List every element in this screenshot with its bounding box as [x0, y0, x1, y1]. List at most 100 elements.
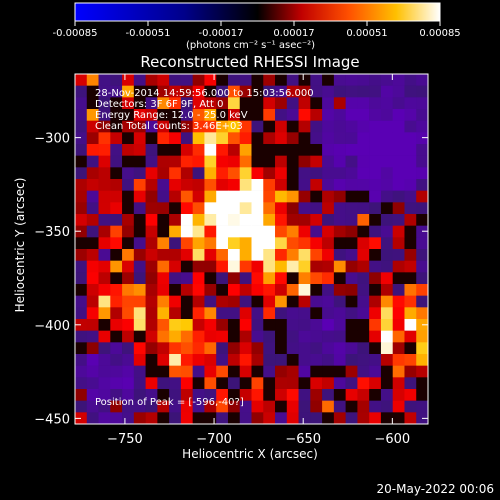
heatmap-cell [286, 249, 299, 261]
heatmap-cell [263, 120, 276, 133]
heatmap-cell [298, 97, 311, 110]
heatmap-cell [275, 260, 288, 273]
heatmap-cell [380, 109, 393, 121]
heatmap-cell [239, 144, 252, 156]
heatmap-cell [380, 214, 393, 226]
annotation-peak: Position of Peak = [-596,-40?] [95, 397, 244, 408]
heatmap-cell [286, 319, 299, 331]
heatmap-cell [110, 225, 123, 238]
heatmap-cell [286, 377, 299, 390]
heatmap-cell [192, 202, 205, 215]
heatmap-cell [251, 365, 264, 378]
heatmap-cell [98, 284, 111, 296]
heatmap-cell [180, 97, 193, 110]
heatmap-cell [157, 97, 170, 110]
heatmap-cell [227, 260, 241, 273]
heatmap-cell [275, 202, 288, 215]
heatmap-cell [122, 377, 135, 390]
heatmap-cell [286, 167, 299, 180]
heatmap-cell [157, 307, 170, 320]
heatmap-cell [204, 214, 217, 226]
heatmap-cell [122, 272, 135, 285]
heatmap-cell [380, 365, 393, 378]
heatmap-cell [145, 225, 158, 238]
heatmap-cell [216, 330, 229, 343]
heatmap-cell [286, 284, 299, 296]
heatmap-cell [157, 284, 170, 296]
heatmap-cell [286, 307, 299, 320]
heatmap-cell [204, 225, 217, 238]
heatmap-cell [180, 412, 193, 425]
heatmap-cell [275, 377, 288, 390]
heatmap-cell [98, 307, 111, 320]
colorbar [74, 2, 441, 22]
heatmap-cell [216, 365, 229, 378]
heatmap-cell [145, 109, 158, 121]
heatmap-cell [310, 354, 323, 366]
heatmap-cell [169, 272, 182, 285]
heatmap-cell [239, 295, 252, 308]
heatmap-cell [392, 272, 405, 285]
heatmap-cell [392, 202, 405, 215]
heatmap-cell [275, 284, 288, 296]
heatmap-cell [227, 400, 241, 413]
heatmap-cell [322, 144, 335, 156]
heatmap-cell [216, 190, 229, 203]
heatmap-cell [110, 272, 123, 285]
heatmap-cell [192, 389, 205, 401]
heatmap-cell [169, 190, 182, 203]
heatmap-cell [333, 295, 346, 308]
heatmap-cell [227, 319, 241, 331]
heatmap-cell [86, 389, 99, 401]
heatmap-cell [404, 74, 417, 86]
heatmap-cell [392, 342, 405, 355]
heatmap-cell [251, 97, 264, 110]
heatmap-cell [204, 109, 217, 121]
heatmap-cell [216, 284, 229, 296]
heatmap-cell [404, 319, 417, 331]
heatmap-cell [310, 412, 323, 425]
heatmap-cell [357, 412, 370, 425]
heatmap-cell [404, 249, 417, 261]
heatmap-cell [192, 342, 205, 355]
heatmap-cell [380, 167, 393, 180]
heatmap-cell [169, 155, 182, 168]
heatmap-cell [345, 144, 358, 156]
heatmap-cell [133, 272, 146, 285]
heatmap-cell [227, 120, 241, 133]
heatmap-cell [180, 190, 193, 203]
heatmap-cell [333, 120, 346, 133]
heatmap-cell [192, 412, 205, 425]
heatmap-cell [275, 354, 288, 366]
heatmap-cell [239, 179, 252, 191]
colorbar-tick-label: 0.00051 [346, 28, 387, 39]
heatmap-cell [275, 342, 288, 355]
heatmap-cell [75, 144, 88, 156]
heatmap-cell [227, 377, 241, 390]
heatmap-cell [298, 330, 311, 343]
heatmap-cell [157, 249, 170, 261]
heatmap-cell [357, 342, 370, 355]
heatmap-cell [98, 179, 111, 191]
heatmap-cell [204, 74, 217, 86]
x-axis-label: Heliocentric X (arcsec) [182, 447, 318, 461]
heatmap-cell [86, 330, 99, 343]
heatmap-cell [392, 120, 405, 133]
heatmap-cell [110, 412, 123, 425]
heatmap-cell [298, 272, 311, 285]
axis-ticks: −750 −700 −650 −600 −300 −350 −400 −450 [34, 74, 428, 447]
heatmap-cell [216, 74, 229, 86]
heatmap-cell [392, 85, 405, 98]
heatmap-cell [227, 109, 241, 121]
heatmap-cell [345, 272, 358, 285]
heatmap-cell [204, 249, 217, 261]
heatmap-cell [251, 190, 264, 203]
heatmap-cell [86, 144, 99, 156]
heatmap-cell [357, 272, 370, 285]
heatmap-cell [369, 74, 382, 86]
heatmap-cell [404, 144, 417, 156]
heatmap-cell [239, 249, 252, 261]
heatmap-cell [122, 132, 135, 145]
heatmap-cell [416, 260, 429, 273]
heatmap-cell [180, 284, 193, 296]
